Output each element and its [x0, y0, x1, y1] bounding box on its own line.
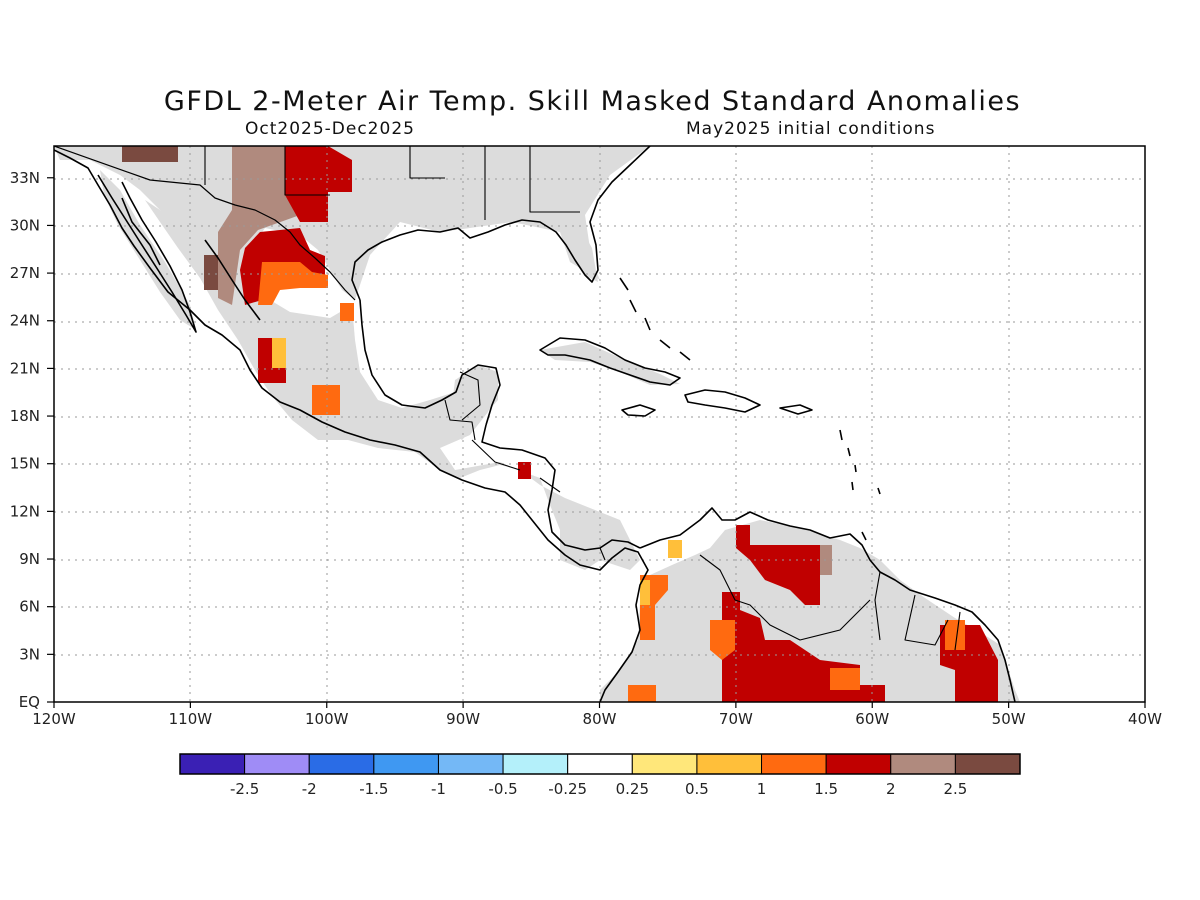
x-axis-labels: 120W 110W 100W 90W 80W 70W 60W 50W 40W [32, 710, 1162, 728]
land-mask [54, 146, 1020, 702]
colorbar-tick-label: -2 [302, 780, 317, 798]
y-tick-label: 15N [10, 455, 40, 473]
map-area [54, 146, 1145, 702]
colorbar-swatch [244, 753, 310, 775]
colorbar-swatch [437, 753, 504, 775]
y-axis-labels: EQ 3N 6N 9N 12N 15N 18N 21N 24N 27N 30N 33N [10, 169, 40, 711]
x-axis-ticks [53, 702, 1146, 708]
x-tick-label: 80W [583, 710, 617, 728]
colorbar-swatch [825, 753, 892, 775]
colorbar-tick-label: -1.5 [359, 780, 388, 798]
colorbar-frame [179, 753, 1021, 775]
colorbar-swatch [502, 753, 569, 775]
x-tick-label: 50W [992, 710, 1026, 728]
colorbar-tick-label: -0.25 [548, 780, 587, 798]
colorbar-swatch [179, 753, 246, 775]
graticule [54, 146, 1145, 702]
colorbar-swatch [696, 753, 763, 775]
y-tick-label: 18N [10, 407, 40, 425]
y-tick-label: EQ [19, 693, 40, 711]
colorbar-swatch [308, 753, 375, 775]
coastlines [54, 146, 1016, 702]
colorbar-swatch [761, 753, 827, 775]
y-tick-label: 27N [10, 264, 40, 282]
colorbar-tick-label: 2 [886, 780, 896, 798]
x-tick-label: 100W [305, 710, 349, 728]
colorbar-swatch [631, 753, 698, 775]
x-tick-label: 90W [446, 710, 480, 728]
x-tick-label: 60W [855, 710, 889, 728]
x-tick-label: 40W [1128, 710, 1162, 728]
x-tick-label: 70W [719, 710, 753, 728]
y-tick-label: 6N [19, 598, 40, 616]
colorbar-tick-label: 0.25 [616, 780, 649, 798]
y-tick-label: 9N [19, 550, 40, 568]
y-tick-label: 33N [10, 169, 40, 187]
y-tick-label: 24N [10, 312, 40, 330]
colorbar-tick-label: 1.5 [814, 780, 838, 798]
colorbar-tick-label: -1 [431, 780, 446, 798]
y-tick-label: 21N [10, 359, 40, 377]
y-axis-ticks [47, 177, 54, 703]
colorbar-tick-label: 0.5 [685, 780, 709, 798]
colorbar-tick-label: 2.5 [943, 780, 967, 798]
y-tick-label: 30N [10, 216, 40, 234]
colorbar: -2.5 -2 -1.5 -1 -0.5 -0.25 0.25 0.5 1 1.5 2 2.5 [179, 753, 1021, 798]
colorbar-tick-label: 1 [757, 780, 767, 798]
y-tick-label: 12N [10, 502, 40, 520]
initial-conditions: May2025 initial conditions [686, 119, 936, 139]
colorbar-swatch [567, 753, 633, 775]
x-tick-label: 110W [169, 710, 213, 728]
y-tick-label: 3N [19, 645, 40, 663]
colorbar-swatch [373, 753, 439, 775]
colorbar-tick-label: -0.5 [488, 780, 517, 798]
colorbar-swatch [954, 753, 1021, 775]
map-title: GFDL 2-Meter Air Temp. Skill Masked Stan… [163, 86, 1022, 117]
colorbar-swatch [890, 753, 956, 775]
x-tick-label: 120W [32, 710, 76, 728]
forecast-period: Oct2025-Dec2025 [245, 119, 415, 139]
anomaly-cells [122, 146, 998, 702]
colorbar-tick-label: -2.5 [230, 780, 259, 798]
